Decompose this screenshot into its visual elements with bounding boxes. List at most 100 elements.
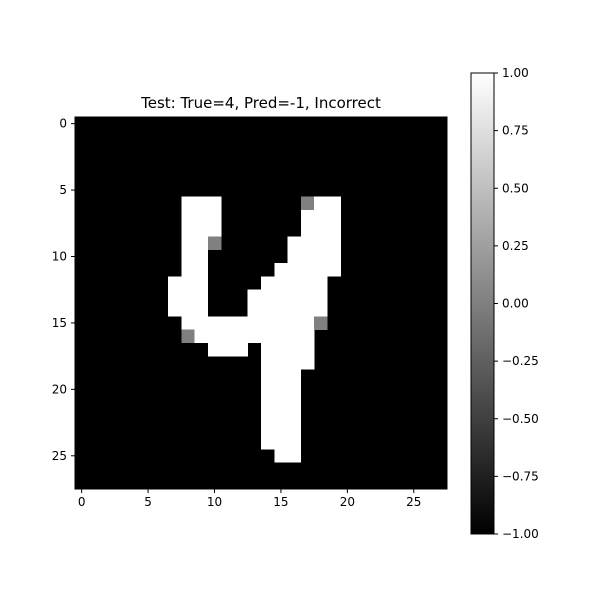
plot-frame <box>74 116 448 490</box>
heatmap-cell <box>261 435 275 450</box>
y-tick-label: 20 <box>52 382 67 396</box>
heatmap-cell <box>207 196 222 211</box>
y-tick-label: 10 <box>52 250 67 264</box>
x-tick-label: 5 <box>144 495 152 509</box>
heatmap-cell <box>300 249 315 264</box>
heatmap-cell <box>287 249 302 264</box>
heatmap-cell <box>300 303 315 317</box>
x-tick-label: 10 <box>207 495 222 509</box>
heatmap-cell <box>234 329 249 344</box>
heatmap-cell <box>314 223 328 237</box>
heatmap-cell <box>314 316 328 330</box>
heatmap-cell <box>261 422 275 437</box>
heatmap-cell <box>261 369 275 384</box>
colorbar-tick-label: −0.25 <box>502 354 539 368</box>
heatmap-cell <box>181 329 195 344</box>
heatmap-cell <box>181 289 195 304</box>
heatmap-cell <box>274 303 288 317</box>
heatmap-cell <box>181 276 195 291</box>
heatmap-cell <box>274 422 288 437</box>
heatmap-cell <box>287 276 302 291</box>
heatmap-cell <box>261 329 275 344</box>
heatmap-cell <box>287 329 302 344</box>
heatmap-cell <box>300 196 315 211</box>
heatmap-cell <box>181 303 195 317</box>
heatmap-cell <box>194 276 209 291</box>
heatmap-cell <box>207 210 222 224</box>
heatmap-cell <box>327 236 342 251</box>
colorbar-tick-label: 1.00 <box>502 66 529 80</box>
heatmap-plot-area <box>74 116 448 490</box>
heatmap-cell <box>287 422 302 437</box>
heatmap-cell <box>274 342 288 357</box>
heatmap-cell <box>194 263 209 277</box>
heatmap-cell <box>287 382 302 397</box>
y-axis: 0 5 10 15 20 25 <box>52 117 75 463</box>
heatmap-cell <box>300 210 315 224</box>
heatmap-cell <box>207 236 222 251</box>
heatmap-cell <box>221 316 235 330</box>
heatmap-cell <box>181 196 195 211</box>
heatmap-cell <box>327 210 342 224</box>
heatmap-cell <box>247 316 262 330</box>
colorbar-tick-label: 0.75 <box>502 124 529 138</box>
colorbar-tick-label: 0.50 <box>502 181 529 195</box>
heatmap-cell <box>234 316 249 330</box>
heatmap-cell <box>314 210 328 224</box>
heatmap-cell <box>274 276 288 291</box>
heatmap-cell <box>234 342 249 357</box>
heatmap-cell <box>274 289 288 304</box>
heatmap-cell <box>181 236 195 251</box>
heatmap-cell <box>207 316 222 330</box>
heatmap-cell <box>181 223 195 237</box>
heatmap-cell <box>247 329 262 344</box>
heatmap-cell <box>194 289 209 304</box>
colorbar-tick-label: 0.25 <box>502 239 529 253</box>
heatmap-cell <box>327 223 342 237</box>
heatmap-cell <box>300 356 315 370</box>
heatmap-cell <box>274 263 288 277</box>
heatmap-cell <box>327 263 342 277</box>
colorbar-tick-label: −0.75 <box>502 469 539 483</box>
heatmap-cell <box>314 303 328 317</box>
heatmap-cell <box>314 236 328 251</box>
heatmap-cell <box>314 276 328 291</box>
y-tick-label: 25 <box>52 449 67 463</box>
heatmap-cell <box>287 409 302 423</box>
heatmap-cell <box>194 303 209 317</box>
heatmap-cell <box>207 329 222 344</box>
heatmap-cell <box>181 210 195 224</box>
heatmap-cell <box>300 223 315 237</box>
heatmap-cell <box>314 263 328 277</box>
heatmap-cell <box>261 303 275 317</box>
colorbar-tick-label: −1.00 <box>502 527 539 541</box>
heatmap-cell <box>194 196 209 211</box>
heatmap-cell <box>314 196 328 211</box>
heatmap-cell <box>261 276 275 291</box>
heatmap-cell <box>287 303 302 317</box>
y-tick-label: 0 <box>59 117 67 131</box>
heatmap-cell <box>274 369 288 384</box>
heatmap-cell <box>274 409 288 423</box>
heatmap-cell <box>274 329 288 344</box>
heatmap-cell <box>261 409 275 423</box>
heatmap-cell <box>194 223 209 237</box>
heatmap-cell <box>261 396 275 410</box>
heatmap-cell <box>274 356 288 370</box>
heatmap-cell <box>287 435 302 450</box>
heatmap-cell <box>300 263 315 277</box>
heatmap-cell <box>327 249 342 264</box>
heatmap-cell <box>247 303 262 317</box>
heatmap-cell <box>194 249 209 264</box>
heatmap-cell <box>287 316 302 330</box>
x-tick-label: 25 <box>406 495 421 509</box>
x-tick-label: 0 <box>78 495 86 509</box>
heatmap-cell <box>221 342 235 357</box>
chart-title: Test: True=4, Pred=-1, Incorrect <box>140 94 381 112</box>
heatmap-cell <box>181 316 195 330</box>
heatmap-cell <box>168 303 182 317</box>
heatmap-cell <box>168 289 182 304</box>
heatmap-cell <box>207 342 222 357</box>
heatmap-cell <box>274 396 288 410</box>
